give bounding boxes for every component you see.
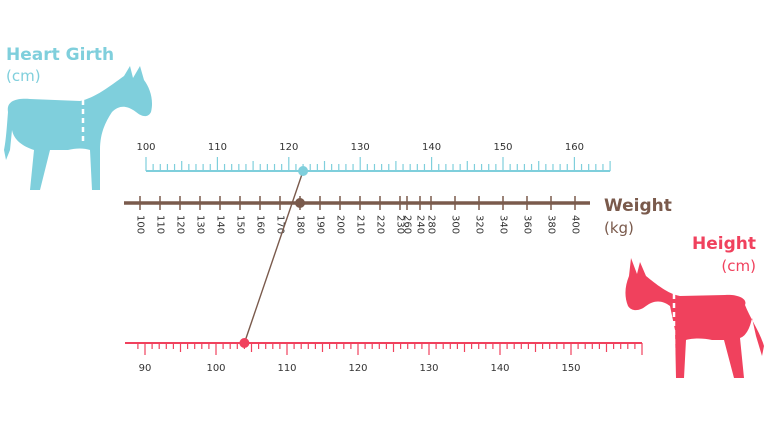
weight-tick-label: 210 <box>355 215 366 234</box>
weight-tick-label: 150 <box>235 215 246 234</box>
connector-line <box>243 170 304 344</box>
heart-girth-unit: (cm) <box>6 67 41 85</box>
weight-title: Weight <box>604 196 672 216</box>
weight-tick-label: 340 <box>498 215 509 234</box>
weight-tick-label: 400 <box>570 215 581 234</box>
height-marker <box>239 338 250 348</box>
weight-tick-label: 320 <box>474 215 485 234</box>
height-unit: (cm) <box>721 257 756 275</box>
height-tick-label: 150 <box>561 363 580 374</box>
weight-tick-label: 380 <box>546 215 557 234</box>
heart-girth-tick-label: 100 <box>136 142 155 153</box>
heart-girth-tick-label: 110 <box>208 142 227 153</box>
height-tick-label: 110 <box>277 363 296 374</box>
weight-tick-label: 170 <box>275 215 286 234</box>
heart-girth-tick-label: 150 <box>493 142 512 153</box>
weight-tick-label: 100 <box>135 215 146 234</box>
weight-tick-label: 280 <box>426 215 437 234</box>
weight-tick-label: 190 <box>315 215 326 234</box>
weight-tick-label: 360 <box>522 215 533 234</box>
heart-girth-marker <box>298 166 309 176</box>
weight-tick-label: 220 <box>375 215 386 234</box>
weight-unit: (kg) <box>604 219 634 237</box>
weight-tick-label: 300 <box>450 215 461 234</box>
height-title: Height <box>692 234 756 254</box>
weight-tick-label: 140 <box>215 215 226 234</box>
height-tick-label: 90 <box>139 363 152 374</box>
height-tick-label: 120 <box>348 363 367 374</box>
height-tick-label: 100 <box>206 363 225 374</box>
height-tick-label: 130 <box>419 363 438 374</box>
donkey-girth-icon <box>4 66 153 190</box>
weight-tick-label: 180 <box>295 215 306 234</box>
weight-tick-label: 230 <box>395 215 406 234</box>
weight-tick-label: 160 <box>255 215 266 234</box>
weight-tick-label: 110 <box>155 215 166 234</box>
heart-girth-title: Heart Girth <box>6 45 114 65</box>
heart-girth-tick-label: 130 <box>351 142 370 153</box>
heart-girth-tick-label: 160 <box>565 142 584 153</box>
weight-tick-label: 200 <box>335 215 346 234</box>
weight-tick-label: 130 <box>195 215 206 234</box>
heart-girth-tick-label: 120 <box>279 142 298 153</box>
weight-tick-label: 120 <box>175 215 186 234</box>
height-tick-label: 140 <box>490 363 509 374</box>
weight-tick-label: 260 <box>402 215 413 234</box>
donkey-height-icon <box>625 258 764 378</box>
weight-tick-label: 240 <box>415 215 426 234</box>
weight-marker <box>295 198 305 208</box>
heart-girth-tick-label: 140 <box>422 142 441 153</box>
